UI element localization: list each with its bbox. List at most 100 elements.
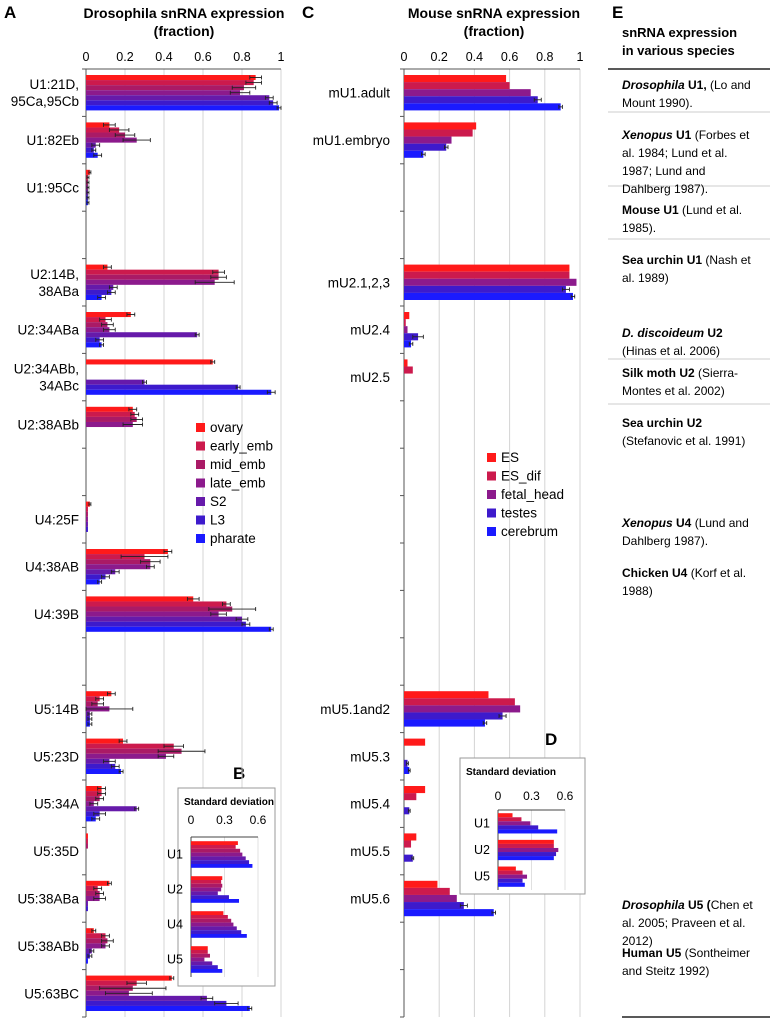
inset-bar [498,847,559,853]
reference-entry-line: Sea urchin U2 [622,416,702,430]
category-label: mU5.1and2 [320,702,390,717]
reference-text-run: Dahlberg 1987). [622,182,708,196]
inset-bar [191,887,222,892]
bar [86,416,137,422]
reference-text-run: (Lund and [691,516,748,530]
panel-letter-e: E [612,3,623,22]
inset-bar [498,843,554,848]
category-label: U1:82Eb [26,133,79,148]
reference-text-run: Xenopus [621,516,673,530]
legend-swatch [196,460,205,469]
legend-swatch [487,527,496,536]
category-label: U1:21D, [29,77,79,92]
bar [404,793,417,801]
inset-bar [191,946,208,950]
bar [404,759,408,767]
inset-bar [191,961,213,966]
category-label: mU2.1,2,3 [328,275,390,290]
bar [404,902,464,910]
category-label: U4:38AB [25,560,79,575]
bar [86,559,151,565]
category-label: U5:14B [34,702,79,717]
bar [86,816,96,822]
category-label: mU5.3 [350,749,390,764]
inset-bar [191,915,228,919]
x-tick-label: 0.4 [466,50,483,64]
bar [404,807,410,815]
bar [86,758,110,764]
inset-bar [498,882,525,887]
bar [404,264,570,272]
bar [86,838,88,844]
legend-label: early_emb [210,439,273,454]
category-label: U5:35D [33,844,79,859]
inset-category-label: U1 [167,848,183,862]
category-label: U5:23D [33,749,79,764]
inset-tick-label: 0.6 [250,813,267,827]
bar [404,271,570,279]
inset-bar [191,899,240,903]
legend-label: ES_dif [501,469,541,484]
bar [86,137,137,143]
panel-letter-a: A [4,3,16,22]
bar [404,833,417,841]
bar [404,909,494,917]
bar [404,122,477,130]
reference-entry-line: Silk moth U2 (Sierra- [622,366,738,380]
reference-entry-line: 1987; Lund and [622,164,705,178]
reference-entry-line: Chicken U4 (Korf et al. [622,566,746,580]
inset-bar [191,852,243,857]
inset-bar [498,829,558,834]
reference-text-run: 2012) [622,934,653,948]
reference-entry-line: (Stefanovic et al. 1991) [622,434,745,448]
bar [86,274,219,280]
reference-text-run: al. 1984; Lund et al. [622,146,727,160]
legend-swatch [196,497,205,506]
bar [404,786,426,794]
bar [86,312,131,318]
bar [86,1005,250,1011]
bar [86,564,151,570]
bar [404,880,438,888]
inset-category-label: U5 [474,870,490,884]
inset-bar [191,911,224,915]
bar [404,366,413,374]
reference-entry-line: and Steitz 1992) [622,964,709,978]
bar [86,122,110,128]
legend-swatch [196,478,205,488]
legend-label: fetal_head [501,487,564,502]
bar [86,337,100,343]
bar [404,854,413,862]
reference-text-run: U2 [704,326,723,340]
x-tick-label: 0.4 [155,50,172,64]
bar [86,579,100,585]
x-tick-label: 1 [577,50,584,64]
bar [404,136,452,144]
bar [86,569,116,575]
bar [86,786,102,792]
reference-entry-line: al. 2005; Praveen et al. [622,916,745,930]
bar [86,806,137,812]
category-label: U2:38ABb [17,418,79,433]
category-label: mU1.adult [328,86,390,101]
reference-text-run: Dahlberg 1987). [622,534,708,548]
reference-header-line: in various species [622,43,735,58]
reference-entry-line: Human U5 (Sontheimer [622,946,750,960]
category-label: mU2.4 [350,323,390,338]
bar [86,85,244,91]
bar [86,901,88,907]
bar [86,621,246,627]
bar [86,389,272,395]
reference-entry-line: Sea urchin U1 (Nash et [622,253,751,267]
reference-panel-e: snRNA expression in various species Drosop… [608,25,770,1018]
bar [86,147,94,153]
inset-title: Standard deviation [184,797,274,808]
bar [86,264,108,270]
inset-bar [191,845,236,849]
inset-chart-panel-d: Standard deviation 0 0.3 0.6 U1 U2 U5 [459,757,586,895]
inset-tick-label: 0.6 [557,789,574,803]
reference-text-run: Mount 1990). [622,96,693,110]
inset-tick-label: 0.3 [523,789,540,803]
bar [86,406,133,412]
bar [86,933,106,939]
